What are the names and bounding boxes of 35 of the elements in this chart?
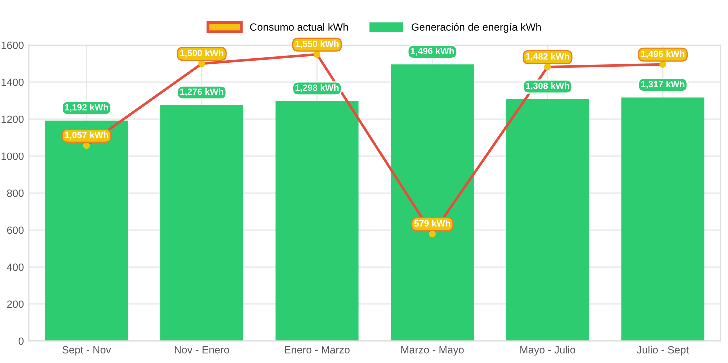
data-label: 1,496 kWh — [642, 50, 685, 59]
bar — [391, 64, 474, 342]
x-tick-label: Sept - Nov — [62, 346, 112, 356]
y-tick-label: 1400 — [2, 78, 24, 86]
x-tick-label: Nov - Enero — [175, 346, 230, 354]
data-label: 1,276 kWh — [180, 88, 224, 96]
legend-label: Generación de energía kWh — [412, 23, 541, 34]
x-tick-label: Julio - Sept — [637, 346, 690, 356]
y-tick-label: 0 — [18, 338, 24, 346]
y-tick-label: 1600 — [2, 42, 24, 50]
data-label: 1,317 kWh — [642, 80, 685, 89]
y-tick-label: 800 — [7, 190, 24, 198]
data-label: 579 kWh — [414, 220, 450, 227]
data-label: 1,482 kWh — [526, 53, 570, 62]
data-label: 1,192 kWh — [65, 104, 108, 112]
data-label: 1,550 kWh — [296, 40, 339, 49]
y-tick-label: 200 — [7, 300, 24, 308]
bar — [45, 120, 128, 342]
y-tick-label: 600 — [7, 226, 24, 234]
data-label: 1,496 kWh — [411, 48, 454, 56]
data-label: 1,057 kWh — [65, 132, 108, 140]
x-tick-label: Enero - Marzo — [285, 346, 350, 354]
data-label: 1,298 kWh — [296, 84, 339, 92]
legend-label: Consumo actual kWh — [250, 23, 348, 31]
data-label: 1,500 kWh — [180, 50, 224, 58]
data-label: 1,308 kWh — [526, 82, 570, 91]
x-tick-label: Mayo - Julio — [520, 346, 576, 356]
y-tick-label: 1000 — [2, 152, 24, 160]
y-tick-label: 400 — [7, 264, 24, 272]
bar — [160, 105, 244, 342]
bar — [622, 98, 705, 342]
bar — [276, 101, 359, 342]
x-tick-label: Marzo - Mayo — [402, 346, 464, 356]
y-tick-label: 1200 — [2, 116, 24, 124]
bar — [506, 99, 590, 342]
